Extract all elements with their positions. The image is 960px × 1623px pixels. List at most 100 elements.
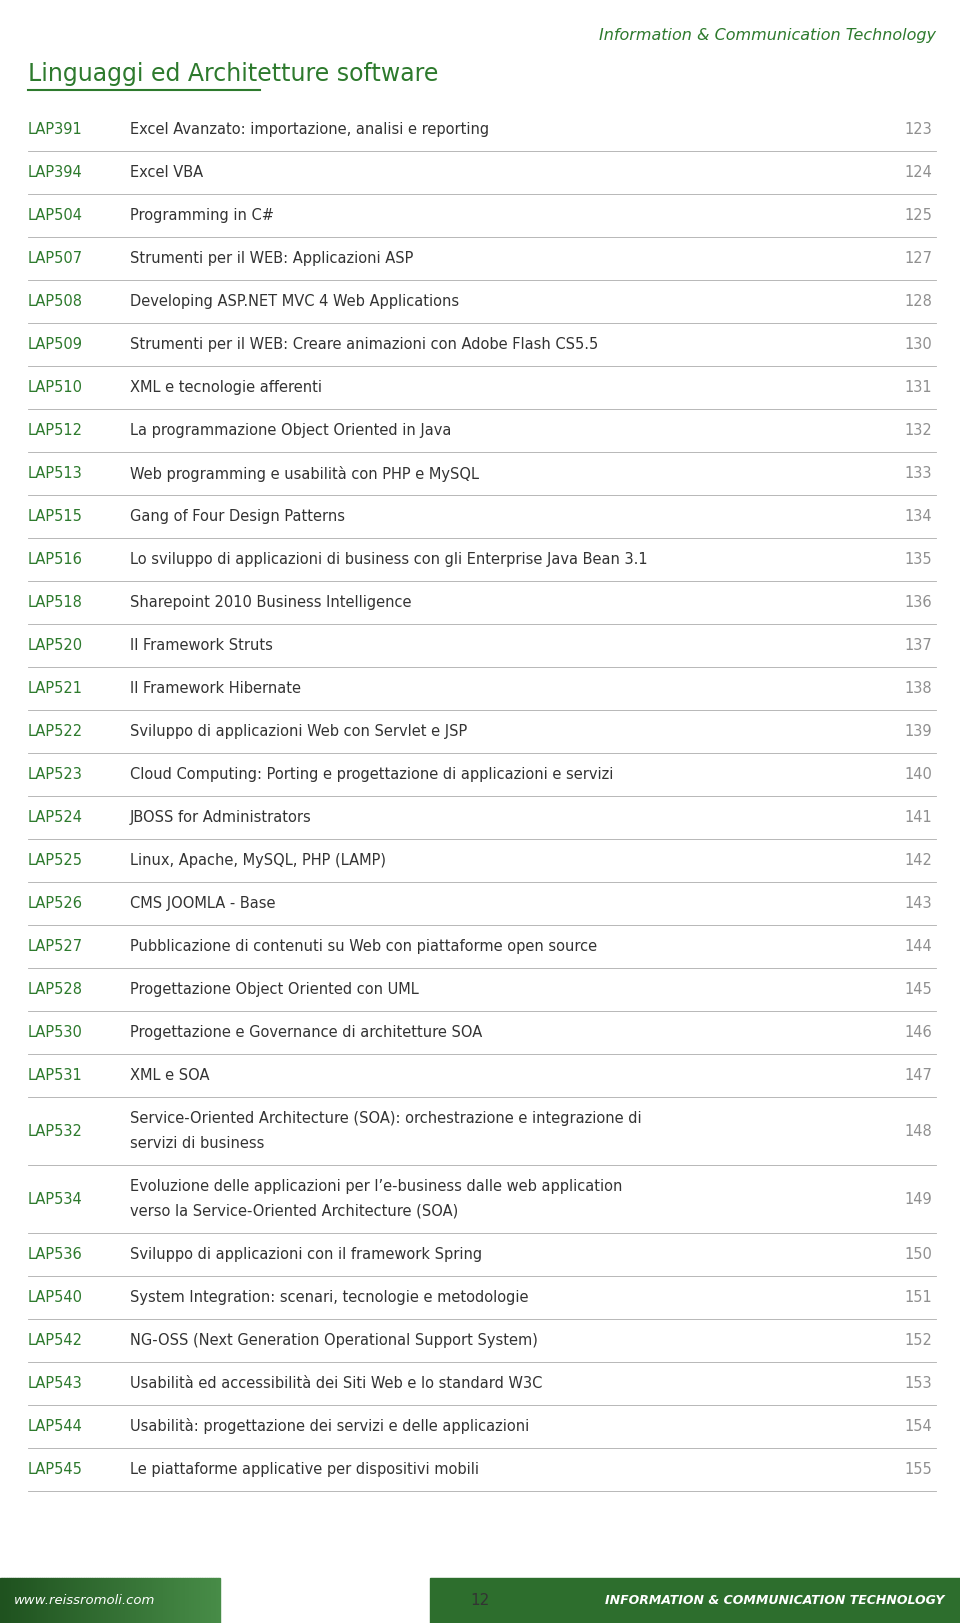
Bar bbox=[17, 1578, 20, 1623]
Bar bbox=[63, 1578, 66, 1623]
Bar bbox=[216, 1578, 218, 1623]
Bar bbox=[187, 1578, 189, 1623]
Bar bbox=[158, 1578, 160, 1623]
Text: 135: 135 bbox=[904, 552, 932, 566]
Text: 149: 149 bbox=[904, 1191, 932, 1206]
Text: Pubblicazione di contenuti su Web con piattaforme open source: Pubblicazione di contenuti su Web con pi… bbox=[130, 940, 597, 954]
Bar bbox=[104, 1578, 106, 1623]
Text: LAP508: LAP508 bbox=[28, 294, 83, 308]
Bar bbox=[33, 1578, 36, 1623]
Text: LAP523: LAP523 bbox=[28, 768, 83, 782]
Bar bbox=[201, 1578, 203, 1623]
Bar bbox=[116, 1578, 119, 1623]
Bar bbox=[70, 1578, 73, 1623]
Text: Linguaggi ed Architetture software: Linguaggi ed Architetture software bbox=[28, 62, 439, 86]
Text: La programmazione Object Oriented in Java: La programmazione Object Oriented in Jav… bbox=[130, 424, 451, 438]
Bar bbox=[204, 1578, 206, 1623]
Text: 154: 154 bbox=[904, 1419, 932, 1435]
Bar bbox=[134, 1578, 136, 1623]
Text: LAP528: LAP528 bbox=[28, 982, 83, 997]
Text: 140: 140 bbox=[904, 768, 932, 782]
Text: XML e tecnologie afferenti: XML e tecnologie afferenti bbox=[130, 380, 322, 394]
Text: 124: 124 bbox=[904, 166, 932, 180]
Bar bbox=[53, 1578, 55, 1623]
Bar bbox=[88, 1578, 90, 1623]
Text: Strumenti per il WEB: Applicazioni ASP: Strumenti per il WEB: Applicazioni ASP bbox=[130, 252, 414, 266]
Bar bbox=[141, 1578, 143, 1623]
Bar bbox=[203, 1578, 204, 1623]
Bar bbox=[75, 1578, 77, 1623]
Text: NG-OSS (Next Generation Operational Support System): NG-OSS (Next Generation Operational Supp… bbox=[130, 1332, 538, 1349]
Bar bbox=[24, 1578, 26, 1623]
Bar bbox=[95, 1578, 97, 1623]
Bar bbox=[136, 1578, 138, 1623]
Bar bbox=[160, 1578, 163, 1623]
Text: 148: 148 bbox=[904, 1123, 932, 1138]
Text: Usabilità ed accessibilità dei Siti Web e lo standard W3C: Usabilità ed accessibilità dei Siti Web … bbox=[130, 1376, 542, 1391]
Bar bbox=[5, 1578, 7, 1623]
Bar bbox=[60, 1578, 61, 1623]
Text: Information & Communication Technology: Information & Communication Technology bbox=[599, 28, 936, 42]
Text: 137: 137 bbox=[904, 638, 932, 652]
Bar bbox=[39, 1578, 42, 1623]
Text: Strumenti per il WEB: Creare animazioni con Adobe Flash CS5.5: Strumenti per il WEB: Creare animazioni … bbox=[130, 338, 598, 352]
Bar bbox=[154, 1578, 156, 1623]
Bar bbox=[167, 1578, 169, 1623]
Text: servizi di business: servizi di business bbox=[130, 1136, 264, 1151]
Text: 144: 144 bbox=[904, 940, 932, 954]
Bar bbox=[148, 1578, 150, 1623]
Bar bbox=[97, 1578, 99, 1623]
Text: LAP518: LAP518 bbox=[28, 596, 83, 610]
Bar bbox=[180, 1578, 182, 1623]
Bar bbox=[213, 1578, 216, 1623]
Bar bbox=[7, 1578, 9, 1623]
Bar bbox=[42, 1578, 44, 1623]
Text: Usabilità: progettazione dei servizi e delle applicazioni: Usabilità: progettazione dei servizi e d… bbox=[130, 1419, 529, 1435]
Text: 143: 143 bbox=[904, 896, 932, 911]
Text: 142: 142 bbox=[904, 854, 932, 868]
Bar bbox=[37, 1578, 39, 1623]
Bar bbox=[174, 1578, 176, 1623]
Text: LAP510: LAP510 bbox=[28, 380, 83, 394]
Text: Evoluzione delle applicazioni per l’e-business dalle web application: Evoluzione delle applicazioni per l’e-bu… bbox=[130, 1180, 622, 1195]
Bar bbox=[77, 1578, 79, 1623]
Bar bbox=[184, 1578, 187, 1623]
Bar bbox=[110, 1578, 112, 1623]
Bar bbox=[150, 1578, 152, 1623]
Text: 141: 141 bbox=[904, 810, 932, 824]
Text: Il Framework Hibernate: Il Framework Hibernate bbox=[130, 682, 301, 696]
Text: LAP513: LAP513 bbox=[28, 466, 83, 480]
Text: LAP507: LAP507 bbox=[28, 252, 84, 266]
Text: 150: 150 bbox=[904, 1246, 932, 1263]
Bar bbox=[106, 1578, 108, 1623]
Text: 155: 155 bbox=[904, 1462, 932, 1477]
Bar bbox=[82, 1578, 84, 1623]
Text: LAP543: LAP543 bbox=[28, 1376, 83, 1391]
Text: LAP527: LAP527 bbox=[28, 940, 84, 954]
Text: Progettazione e Governance di architetture SOA: Progettazione e Governance di architettu… bbox=[130, 1026, 482, 1040]
Text: 145: 145 bbox=[904, 982, 932, 997]
Bar bbox=[194, 1578, 196, 1623]
Bar bbox=[179, 1578, 180, 1623]
Bar bbox=[29, 1578, 31, 1623]
Text: LAP512: LAP512 bbox=[28, 424, 83, 438]
Text: 136: 136 bbox=[904, 596, 932, 610]
Bar bbox=[26, 1578, 29, 1623]
Bar bbox=[13, 1578, 15, 1623]
Text: LAP540: LAP540 bbox=[28, 1290, 83, 1305]
Bar bbox=[68, 1578, 70, 1623]
Text: LAP531: LAP531 bbox=[28, 1068, 83, 1083]
Bar bbox=[189, 1578, 191, 1623]
Bar bbox=[165, 1578, 167, 1623]
Text: LAP534: LAP534 bbox=[28, 1191, 83, 1206]
Bar bbox=[114, 1578, 116, 1623]
Text: System Integration: scenari, tecnologie e metodologie: System Integration: scenari, tecnologie … bbox=[130, 1290, 529, 1305]
Bar bbox=[206, 1578, 209, 1623]
Text: Excel VBA: Excel VBA bbox=[130, 166, 204, 180]
Text: Sviluppo di applicazioni Web con Servlet e JSP: Sviluppo di applicazioni Web con Servlet… bbox=[130, 724, 468, 738]
Bar bbox=[196, 1578, 198, 1623]
Text: LAP520: LAP520 bbox=[28, 638, 84, 652]
Text: 138: 138 bbox=[904, 682, 932, 696]
Bar bbox=[211, 1578, 213, 1623]
Bar bbox=[61, 1578, 63, 1623]
